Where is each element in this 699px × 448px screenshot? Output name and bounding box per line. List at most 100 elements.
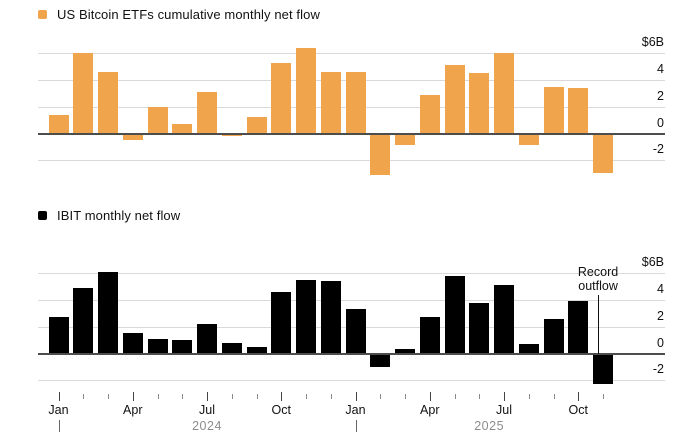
record-outflow-annotation: Record outflow [578,265,618,293]
y-axis-label--2: -2 [652,142,664,157]
bar-jun-2024[interactable] [172,124,193,134]
bar-feb-2025[interactable] [370,134,391,175]
month-tick [83,394,85,399]
y-axis-label-2: 2 [657,308,664,323]
month-tick [330,394,332,399]
y-axis-label-6b: $6B [641,35,664,50]
bar-feb-2024[interactable] [73,53,94,134]
bar-jun-2025[interactable] [469,73,490,134]
etf-flow-plot: $6B 4 2 0 -2 [38,35,665,180]
bar-jul-2025[interactable] [494,53,514,134]
bar-oct-2025[interactable] [568,301,589,354]
record-outflow-annotation-line: Record [577,265,619,279]
year-separator [355,420,357,432]
bar-dec-2024[interactable] [320,281,341,354]
bar-oct-2025[interactable] [568,88,589,134]
month-label-apr: Apr [123,403,143,417]
month-tick [306,394,307,399]
bar-apr-2025[interactable] [419,94,440,134]
bar-mar-2025[interactable] [395,134,415,146]
month-label-jan: Jan [48,403,69,417]
month-label-oct: Oct [568,403,588,417]
bar-may-2024[interactable] [147,338,168,354]
gridline-6 [38,53,665,55]
gridline-4 [38,300,665,302]
bar-aug-2024[interactable] [221,342,242,354]
y-axis-label-4: 4 [657,282,664,297]
bar-nov-2024[interactable] [296,280,316,354]
record-outflow-pointer-line [598,295,600,354]
bar-mar-2025[interactable] [395,349,415,354]
month-tick [231,394,233,399]
bar-jan-2025[interactable] [345,309,366,354]
etf-legend-label: US Bitcoin ETFs cumulative monthly net f… [57,7,320,22]
month-tick [380,394,382,399]
bar-feb-2024[interactable] [73,288,94,354]
bar-may-2024[interactable] [147,106,168,134]
bar-dec-2024[interactable] [320,72,341,134]
ibit-legend-swatch [38,211,47,220]
bar-nov-2024[interactable] [296,48,316,134]
bar-jan-2024[interactable] [48,114,69,134]
month-tick [157,394,159,399]
bar-jul-2024[interactable] [197,324,217,354]
y-axis-label-6b: $6B [641,255,664,270]
bar-oct-2024[interactable] [271,292,292,354]
bar-apr-2025[interactable] [419,317,440,354]
ibit-legend: IBIT monthly net flow [38,208,180,223]
gridline--2 [38,160,665,162]
bar-aug-2025[interactable] [518,344,539,354]
record-outflow-annotation-line: outflow [578,279,618,293]
month-tick [454,394,456,399]
bar-jan-2024[interactable] [48,317,69,354]
year-separator [58,420,60,432]
bar-nov-2025[interactable] [593,134,613,174]
bar-aug-2024[interactable] [221,134,242,136]
y-axis-label-0: 0 [657,115,664,130]
bar-mar-2024[interactable] [98,72,118,134]
y-axis-label-4: 4 [657,62,664,77]
bar-apr-2024[interactable] [122,134,143,140]
year-label-2024: 2024 [192,419,222,433]
y-axis-label--2: -2 [652,362,664,377]
y-axis-label-0: 0 [657,335,664,350]
month-tick [405,394,406,399]
bar-jun-2025[interactable] [469,302,490,354]
month-tick [603,394,604,399]
bar-feb-2025[interactable] [370,354,391,367]
zero-baseline [38,132,665,135]
bar-jan-2025[interactable] [345,72,366,134]
bar-jul-2025[interactable] [494,285,514,354]
month-label-jul: Jul [199,403,215,417]
bar-may-2025[interactable] [444,65,465,134]
bar-aug-2025[interactable] [518,134,539,146]
bar-sep-2024[interactable] [246,117,267,134]
bar-apr-2024[interactable] [122,333,143,354]
etf-legend: US Bitcoin ETFs cumulative monthly net f… [38,7,320,22]
month-label-oct: Oct [271,403,291,417]
month-tick [528,394,530,399]
bar-mar-2024[interactable] [98,272,118,354]
month-tick [553,394,555,399]
bar-jul-2024[interactable] [197,92,217,134]
month-label-jan: Jan [345,403,366,417]
year-label-2025: 2025 [474,419,505,433]
ibit-flow-plot: $6B 4 2 0 -2 Record outflow [38,255,665,394]
month-tick [108,394,109,399]
bar-oct-2024[interactable] [271,62,292,134]
bar-nov-2025[interactable] [593,354,613,384]
month-tick [182,394,184,399]
gridline--2 [38,380,665,382]
bar-may-2025[interactable] [444,276,465,354]
month-label-apr: Apr [420,403,440,417]
bar-sep-2025[interactable] [543,86,564,134]
etf-legend-swatch [38,10,47,19]
bar-sep-2025[interactable] [543,318,564,354]
bar-jun-2024[interactable] [172,340,193,354]
month-label-jul: Jul [496,403,512,417]
y-axis-label-2: 2 [657,88,664,103]
bar-sep-2024[interactable] [246,346,267,354]
ibit-legend-label: IBIT monthly net flow [57,208,181,223]
month-tick [479,394,481,399]
